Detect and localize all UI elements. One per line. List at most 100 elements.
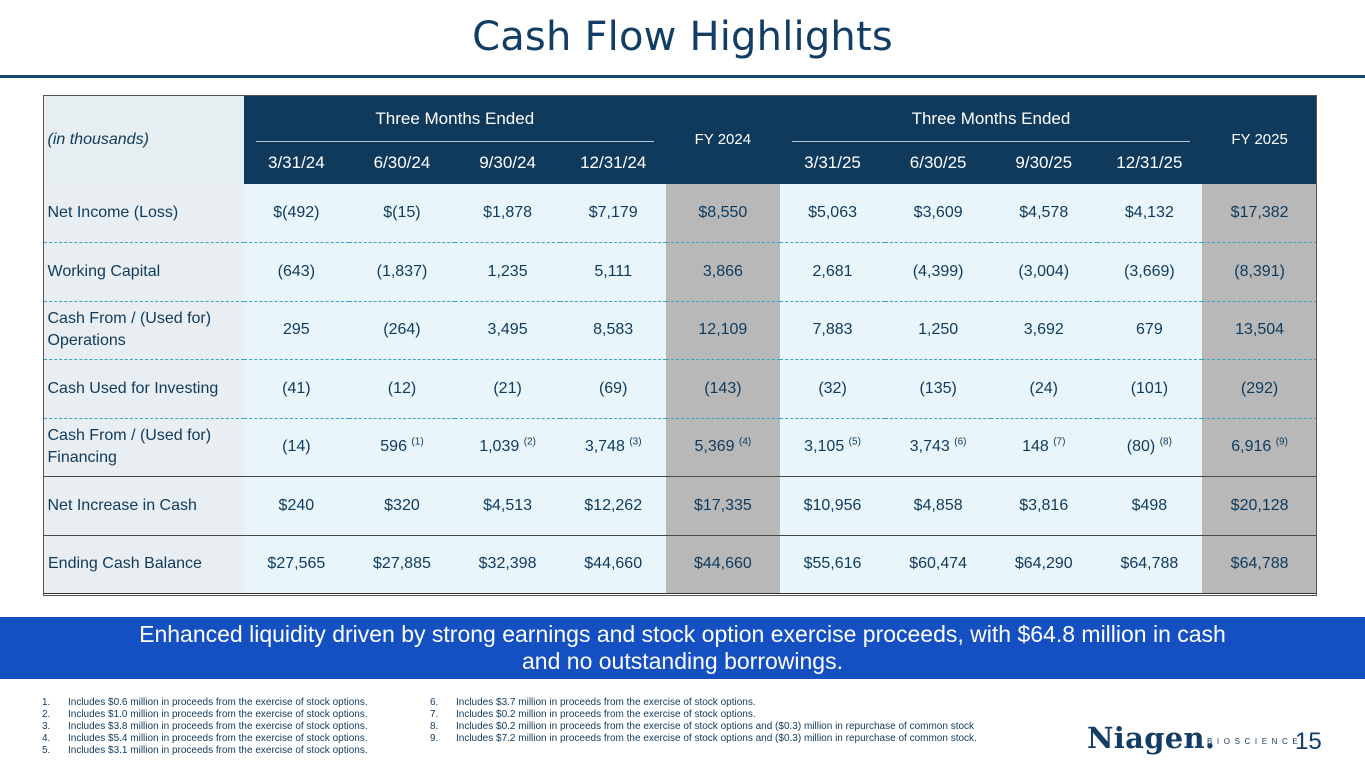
page-number: 15: [1295, 728, 1322, 755]
value-cell: 3,105 (5): [779, 418, 886, 477]
value-cell: 7,883: [779, 301, 886, 360]
row-label: Ending Cash Balance: [42, 535, 244, 594]
footnote: 8. Includes $0.2 million in proceeds from…: [430, 721, 975, 732]
value-cell: (41): [243, 359, 350, 419]
value-cell: $240: [243, 476, 350, 536]
value-cell: 2,681: [779, 242, 886, 302]
value-cell: $5,063: [779, 184, 886, 243]
value-cell: $4,578: [990, 184, 1097, 243]
value-cell: 148 (7): [990, 418, 1097, 477]
period-header: 12/31/25: [1096, 142, 1203, 184]
footnote-ref: (9): [1275, 436, 1288, 448]
value-cell: (292): [1202, 359, 1317, 419]
table-row: Net Increase in Cash $240 $320 $4,513 $12,26…: [43, 476, 1317, 536]
value-cell: 295: [243, 301, 350, 360]
footnotes-left: 1. Includes $0.6 million in proceeds from…: [42, 697, 368, 757]
footnote: 9. Includes $7.2 million in proceeds from…: [430, 733, 977, 744]
value-cell: 1,039 (2): [454, 418, 561, 477]
period-header: 6/30/25: [885, 142, 991, 184]
value-cell: (3,669): [1096, 242, 1203, 302]
table-row: Ending Cash Balance $27,565 $27,885 $32,398…: [42, 535, 1317, 594]
value-cell: $64,788: [1096, 535, 1203, 594]
value-cell: (135): [885, 359, 991, 419]
value-cell: 3,743 (6): [885, 418, 991, 477]
row-label: Working Capital: [43, 242, 244, 302]
footnote-ref: (8): [1159, 436, 1172, 448]
row-label: Net Increase in Cash: [43, 476, 244, 536]
niagen-logo: Niagen.: [1087, 721, 1216, 755]
value-cell: $498: [1096, 476, 1203, 536]
value-cell: 679: [1096, 301, 1203, 360]
fy2024-header: FY 2024: [666, 95, 780, 184]
period-header: 3/31/25: [779, 142, 886, 184]
value-cell: $60,474: [885, 535, 991, 594]
value-cell: 12,109: [666, 301, 780, 360]
value-cell: $(15): [349, 184, 455, 243]
logo-subtitle: BIOSCIENCE: [1207, 737, 1303, 746]
value-cell: 3,692: [990, 301, 1097, 360]
value-cell: 5,369 (4): [666, 418, 780, 477]
value-cell: $55,616: [779, 535, 886, 594]
value-cell: 13,504: [1202, 301, 1317, 360]
footnote-ref: (1): [411, 436, 424, 448]
value-cell: $32,398: [454, 535, 561, 594]
table-row: Cash Used for Investing (41) (12) (21) (69)(…: [43, 359, 1317, 419]
value-cell: 8,583: [560, 301, 666, 360]
value-cell: (21): [454, 359, 561, 419]
value-cell: (69): [560, 359, 666, 419]
footnote-ref: (6): [954, 436, 967, 448]
value-cell: 1,235: [454, 242, 561, 302]
footnote: 2. Includes $1.0 million in proceeds from…: [42, 709, 368, 720]
value-cell: $10,956: [779, 476, 886, 536]
value-cell: (24): [990, 359, 1097, 419]
value-cell: $3,816: [990, 476, 1097, 536]
value-cell: (32): [779, 359, 886, 419]
value-cell: (12): [349, 359, 455, 419]
footnote: 5. Includes $3.1 million in proceeds from…: [42, 745, 368, 756]
value-cell: (3,004): [990, 242, 1097, 302]
footnote: 4. Includes $5.4 million in proceeds from…: [42, 733, 368, 744]
group-header-2024: Three Months Ended: [243, 95, 666, 142]
value-cell: $4,513: [454, 476, 561, 536]
value-cell: 3,495: [454, 301, 561, 360]
table-row: Net Income (Loss) $(492) $(15) $1,878 $7,179…: [43, 184, 1317, 243]
value-cell: (643): [243, 242, 350, 302]
footnote: 3. Includes $3.8 million in proceeds from…: [42, 721, 368, 732]
footnote-ref: (5): [848, 436, 861, 448]
value-cell: $1,878: [454, 184, 561, 243]
footnote-ref: (2): [523, 436, 536, 448]
period-header: 12/31/24: [560, 142, 666, 184]
banner-line-2: and no outstanding borrowings.: [522, 648, 843, 674]
group-header-2025: Three Months Ended: [779, 95, 1203, 142]
row-label: Cash Used for Investing: [43, 359, 244, 419]
table-row: Cash From / (Used for) Operations 295 (264…: [43, 301, 1317, 360]
value-cell: (101): [1096, 359, 1203, 419]
value-cell: $17,382: [1202, 184, 1317, 243]
value-cell: $64,290: [990, 535, 1097, 594]
row-label: Cash From / (Used for) Operations: [43, 301, 244, 360]
value-cell: $20,128: [1202, 476, 1317, 536]
value-cell: $12,262: [560, 476, 666, 536]
period-header: 9/30/24: [454, 142, 561, 184]
footnote: 6. Includes $3.7 million in proceeds from…: [430, 697, 756, 708]
row-label: Cash From / (Used for) Financing: [43, 418, 244, 477]
footnotes-right: 6. Includes $3.7 million in proceeds from…: [430, 697, 977, 745]
value-cell: (143): [666, 359, 780, 419]
value-cell: 5,111: [560, 242, 666, 302]
value-cell: (4,399): [885, 242, 991, 302]
value-cell: $4,858: [885, 476, 991, 536]
fy2025-header: FY 2025: [1202, 95, 1317, 184]
value-cell: $44,660: [560, 535, 666, 594]
row-label: Net Income (Loss): [43, 184, 244, 243]
table-row: Working Capital (643) (1,837) 1,235 5,111 3,8…: [43, 242, 1317, 302]
value-cell: 6,916 (9): [1202, 418, 1317, 477]
value-cell: $3,609: [885, 184, 991, 243]
page-title: Cash Flow Highlights: [472, 14, 893, 60]
banner-line-1: Enhanced liquidity driven by strong earn…: [139, 621, 1226, 647]
footnote-ref: (3): [629, 436, 642, 448]
units-label: (in thousands): [43, 95, 244, 184]
value-cell: $27,885: [349, 535, 455, 594]
value-cell: $7,179: [560, 184, 666, 243]
value-cell: 3,866: [666, 242, 780, 302]
value-cell: 3,748 (3): [560, 418, 666, 477]
